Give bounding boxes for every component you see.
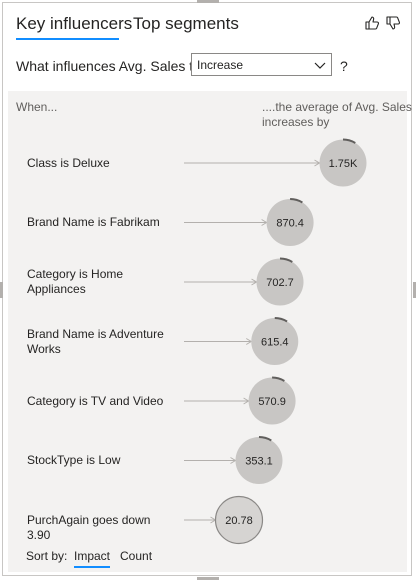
- influencer-bubble-chart: 1.75K 870.4 702.7 615.4 570.9 353.1 20.78: [184, 138, 367, 545]
- bubble-count-arc: [279, 257, 293, 263]
- bubble-count-arc: [258, 436, 272, 442]
- influencer-label[interactable]: Brand Name is Fabrikam: [27, 215, 160, 229]
- influencer-value: 1.75K: [329, 158, 358, 170]
- connector-arrowhead: [246, 338, 253, 345]
- influencer-value: 702.7: [266, 277, 294, 289]
- influencer-bubble[interactable]: [251, 318, 299, 365]
- influencer-bubble[interactable]: [248, 377, 296, 425]
- influencer-value: 570.9: [258, 396, 286, 408]
- question-mark: ?: [340, 58, 348, 74]
- influencer-value: 20.78: [225, 515, 253, 527]
- influencer-bubble[interactable]: [235, 437, 283, 484]
- influencers-panel: When... ....the average of Avg. Sales in…: [8, 91, 412, 572]
- influencer-value: 870.4: [276, 218, 304, 230]
- influencer-label[interactable]: StockType is Low: [27, 453, 121, 467]
- direction-dropdown[interactable]: Increase: [191, 53, 332, 76]
- influencer-value: 353.1: [245, 456, 273, 468]
- thumbs-up-icon[interactable]: [364, 15, 380, 31]
- sort-active-indicator: [74, 566, 110, 568]
- bubble-count-arc: [290, 198, 303, 204]
- sort-option-impact[interactable]: Impact: [74, 549, 111, 563]
- bubble-count-arc: [272, 376, 285, 382]
- bubble-count-arc: [274, 317, 288, 323]
- tab-top-segments[interactable]: Top segments: [133, 14, 239, 33]
- dropdown-selected-value: Increase: [197, 58, 244, 72]
- influencer-label[interactable]: Category is TV and Video: [27, 393, 164, 408]
- resize-handle-top[interactable]: [197, 0, 219, 3]
- resize-handle-right[interactable]: [413, 282, 416, 298]
- when-column-header: When...: [16, 100, 58, 114]
- chevron-down-icon: [314, 62, 326, 69]
- influencer-bubble[interactable]: [319, 139, 367, 187]
- active-tab-indicator: [16, 38, 119, 40]
- influencer-label[interactable]: Brand Name is Adventure Works: [27, 326, 164, 356]
- influencer-bubble[interactable]: [214, 495, 264, 545]
- bubble-count-arc: [342, 138, 356, 144]
- tab-key-influencers[interactable]: Key influencers: [16, 14, 133, 33]
- resize-handle-left[interactable]: [0, 282, 3, 298]
- influencer-value: 615.4: [261, 337, 289, 349]
- influencer-label[interactable]: Class is Deluxe: [27, 155, 110, 170]
- influencer-bubble[interactable]: [266, 199, 314, 246]
- sort-option-count[interactable]: Count: [120, 549, 153, 563]
- resize-handle-bottom[interactable]: [197, 577, 219, 580]
- sort-control: Sort by: Impact Count: [26, 549, 152, 568]
- question-text: What influences Avg. Sales to: [16, 58, 201, 74]
- thumbs-down-icon[interactable]: [385, 15, 401, 31]
- influencer-label[interactable]: PurchAgain goes down 3.90: [27, 512, 151, 542]
- influencer-bubble[interactable]: [256, 258, 304, 306]
- sort-by-label: Sort by:: [26, 549, 68, 563]
- average-column-header: ....the average of Avg. Sales increases …: [262, 100, 412, 129]
- influencer-label[interactable]: Category is Home Appliances: [27, 267, 124, 296]
- connector-arrowhead: [261, 219, 268, 226]
